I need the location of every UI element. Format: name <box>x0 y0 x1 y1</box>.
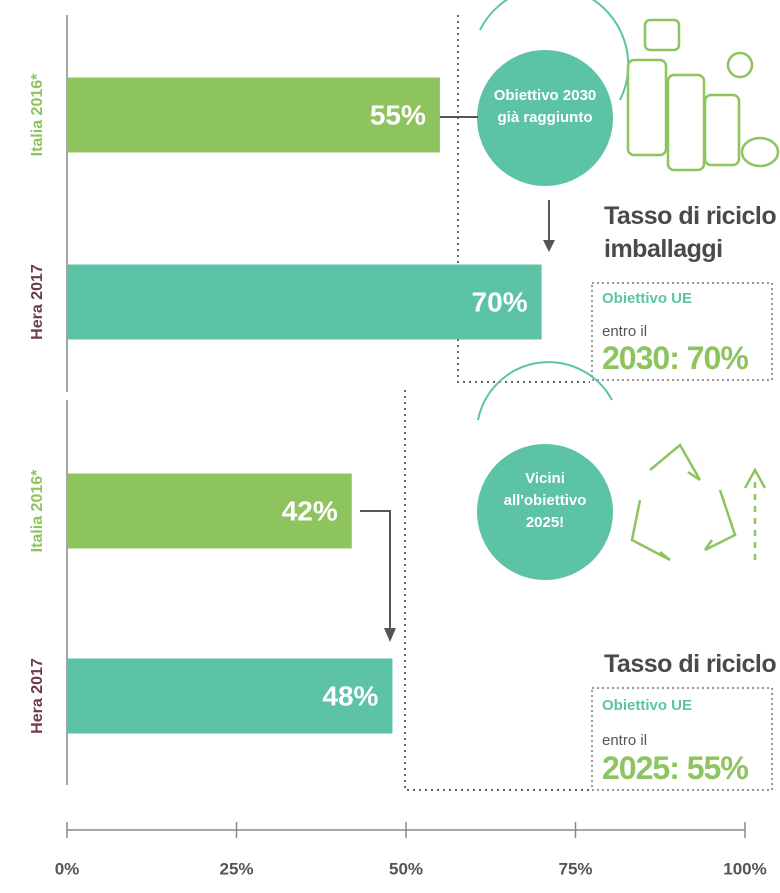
heading: Tasso di riciclo imballaggi <box>604 202 777 263</box>
bubble <box>477 444 613 580</box>
bar <box>67 658 393 734</box>
value-label: 42% <box>282 495 338 526</box>
arrowhead <box>384 628 396 642</box>
value-label: 70% <box>472 286 528 317</box>
bubble-text: Vicini all'obiettivo 2025! <box>503 470 587 531</box>
target-box <box>591 282 773 381</box>
arrow <box>360 510 391 632</box>
x-tick-label: 100% <box>723 859 766 878</box>
box-target: 2025: 55% <box>602 750 749 786</box>
x-tick-label: 75% <box>558 859 592 878</box>
category-label: Italia 2016* <box>29 469 46 553</box>
bubble-text: Obiettivo 2030 già raggiunto <box>493 87 597 126</box>
category-label: Italia 2016* <box>29 73 46 157</box>
recycle-icon <box>630 443 767 562</box>
x-tick-label: 50% <box>389 859 423 878</box>
guide-line <box>457 15 590 383</box>
box-target: 2030: 70% <box>602 340 749 376</box>
guide-line <box>404 390 590 791</box>
box-text: entro il <box>602 323 648 340</box>
value-label: 48% <box>322 680 378 711</box>
cans-icon <box>626 18 780 172</box>
category-label: Hera 2017 <box>29 264 46 340</box>
arrowhead <box>543 240 555 252</box>
box-label: Obiettivo UE <box>602 697 693 714</box>
bubble-outline <box>477 361 613 421</box>
value-label: 55% <box>370 99 426 130</box>
bar <box>67 473 352 549</box>
category-label: Hera 2017 <box>29 658 46 734</box>
heading: Tasso di riciclo <box>604 650 777 678</box>
box-text: entro il <box>602 732 648 749</box>
x-tick-label: 0% <box>55 859 80 878</box>
bubble <box>477 50 613 186</box>
target-box <box>591 687 773 791</box>
bar <box>67 264 542 340</box>
bar <box>67 77 440 153</box>
x-tick-label: 25% <box>219 859 253 878</box>
box-label: Obiettivo UE <box>602 290 693 307</box>
